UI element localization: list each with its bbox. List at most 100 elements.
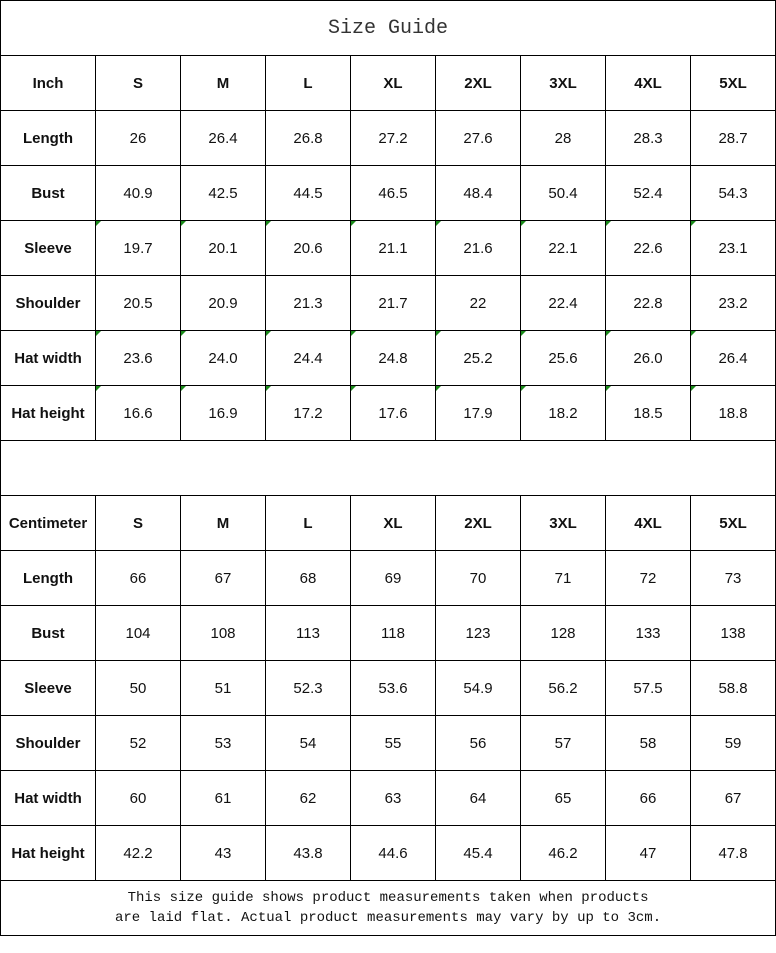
measurement-cell: 56.2 <box>520 660 606 716</box>
measurement-cell: 62 <box>265 770 351 826</box>
size-header-m: M <box>180 55 266 111</box>
size-header-4xl: 4XL <box>605 55 691 111</box>
cell-comment-marker-icon <box>606 386 611 391</box>
size-header-3xl: 3XL <box>520 55 606 111</box>
measurement-cell: 50.4 <box>520 165 606 221</box>
row-label: Shoulder <box>0 275 96 331</box>
centimeter-row-length: Length 66 67 68 69 70 71 72 73 <box>0 550 776 606</box>
measurement-cell: 50 <box>95 660 181 716</box>
measurement-cell: 43 <box>180 825 266 881</box>
size-header-m: M <box>180 495 266 551</box>
measurement-cell: 53.6 <box>350 660 436 716</box>
size-header-l: L <box>265 55 351 111</box>
measurement-cell: 48.4 <box>435 165 521 221</box>
cell-comment-marker-icon <box>521 331 526 336</box>
row-label: Length <box>0 550 96 606</box>
measurement-cell: 40.9 <box>95 165 181 221</box>
measurement-cell: 72 <box>605 550 691 606</box>
measurement-cell: 16.6 <box>95 385 181 441</box>
measurement-cell: 67 <box>180 550 266 606</box>
measurement-cell: 22.6 <box>605 220 691 276</box>
measurement-cell: 17.2 <box>265 385 351 441</box>
size-header-5xl: 5XL <box>689 495 776 551</box>
measurement-cell: 52.3 <box>265 660 351 716</box>
measurement-cell: 24.8 <box>350 330 436 386</box>
measurement-cell: 22.1 <box>520 220 606 276</box>
cell-comment-marker-icon <box>266 386 271 391</box>
measurement-cell: 55 <box>350 715 436 771</box>
measurement-cell: 18.2 <box>520 385 606 441</box>
centimeter-row-shoulder: Shoulder 52 53 54 55 56 57 58 59 <box>0 715 776 771</box>
centimeter-row-hat-height: Hat height 42.2 43 43.8 44.6 45.4 46.2 47 47.8 <box>0 825 776 881</box>
measurement-cell: 46.2 <box>520 825 606 881</box>
measurement-cell: 24.0 <box>180 330 266 386</box>
row-label: Bust <box>0 165 96 221</box>
measurement-cell: 63 <box>350 770 436 826</box>
cell-comment-marker-icon <box>606 221 611 226</box>
measurement-cell: 104 <box>95 605 181 661</box>
measurement-cell: 44.6 <box>350 825 436 881</box>
measurement-cell: 16.9 <box>180 385 266 441</box>
size-header-s: S <box>95 55 181 111</box>
cell-comment-marker-icon <box>96 221 101 226</box>
measurement-cell: 138 <box>689 605 776 661</box>
cell-comment-marker-icon <box>691 331 696 336</box>
row-label: Hat width <box>0 770 96 826</box>
measurement-cell: 66 <box>95 550 181 606</box>
measurement-cell: 22.4 <box>520 275 606 331</box>
measurement-cell: 67 <box>689 770 776 826</box>
measurement-cell: 70 <box>435 550 521 606</box>
size-header-2xl: 2XL <box>435 55 521 111</box>
measurement-cell: 42.2 <box>95 825 181 881</box>
measurement-cell: 26.8 <box>265 110 351 166</box>
measurement-cell: 69 <box>350 550 436 606</box>
measurement-cell: 73 <box>689 550 776 606</box>
measurement-cell: 27.6 <box>435 110 521 166</box>
cell-comment-marker-icon <box>351 386 356 391</box>
cell-comment-marker-icon <box>606 331 611 336</box>
measurement-cell: 27.2 <box>350 110 436 166</box>
row-label: Sleeve <box>0 660 96 716</box>
measurement-cell: 133 <box>605 605 691 661</box>
measurement-cell: 68 <box>265 550 351 606</box>
measurement-cell: 28.3 <box>605 110 691 166</box>
measurement-cell: 57.5 <box>605 660 691 716</box>
measurement-cell: 43.8 <box>265 825 351 881</box>
measurement-cell: 20.6 <box>265 220 351 276</box>
section-spacer-row <box>0 440 776 496</box>
size-header-xl: XL <box>350 55 436 111</box>
cell-comment-marker-icon <box>691 221 696 226</box>
page-title: Size Guide <box>0 0 776 56</box>
note-row: This size guide shows product measuremen… <box>0 880 776 936</box>
centimeter-unit-label: Centimeter <box>0 495 96 551</box>
cell-comment-marker-icon <box>521 221 526 226</box>
measurement-cell: 26 <box>95 110 181 166</box>
measurement-cell: 23.6 <box>95 330 181 386</box>
size-header-5xl: 5XL <box>689 55 776 111</box>
measurement-cell: 18.5 <box>605 385 691 441</box>
measurement-cell: 20.1 <box>180 220 266 276</box>
measurement-cell: 128 <box>520 605 606 661</box>
cell-comment-marker-icon <box>521 386 526 391</box>
inch-header-row: Inch S M L XL 2XL 3XL 4XL 5XL <box>0 55 776 111</box>
measurement-cell: 24.4 <box>265 330 351 386</box>
cell-comment-marker-icon <box>181 386 186 391</box>
cell-comment-marker-icon <box>181 221 186 226</box>
cell-comment-marker-icon <box>436 221 441 226</box>
inch-row-sleeve: Sleeve 19.7 20.1 20.6 21.1 21.6 22.1 22.6 23.1 <box>0 220 776 276</box>
measurement-cell: 23.2 <box>689 275 776 331</box>
measurement-cell: 42.5 <box>180 165 266 221</box>
row-label: Bust <box>0 605 96 661</box>
measurement-cell: 56 <box>435 715 521 771</box>
measurement-cell: 22.8 <box>605 275 691 331</box>
measurement-cell: 53 <box>180 715 266 771</box>
measurement-cell: 26.4 <box>689 330 776 386</box>
measurement-cell: 46.5 <box>350 165 436 221</box>
centimeter-row-bust: Bust 104 108 113 118 123 128 133 138 <box>0 605 776 661</box>
cell-comment-marker-icon <box>96 331 101 336</box>
spacer-cell <box>0 440 776 496</box>
measurement-cell: 28 <box>520 110 606 166</box>
measurement-cell: 17.9 <box>435 385 521 441</box>
row-label: Hat height <box>0 825 96 881</box>
cell-comment-marker-icon <box>436 386 441 391</box>
